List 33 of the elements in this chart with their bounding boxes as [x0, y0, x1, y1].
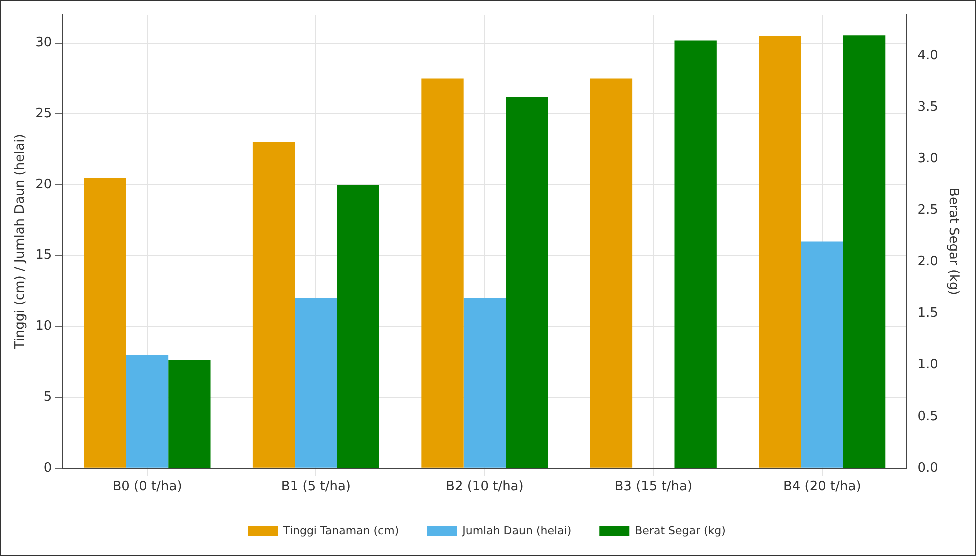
- y2-tick-label: 1.5: [918, 306, 938, 322]
- bar: [674, 40, 717, 468]
- y-tick-label: 20: [36, 177, 52, 192]
- x-tick-label: B1 (5 t/ha): [281, 480, 351, 495]
- y-tick-label: 10: [36, 319, 52, 334]
- y2-tick-label: 4.0: [918, 48, 938, 64]
- bar: [422, 78, 464, 468]
- bar: [590, 78, 633, 468]
- y-tick-label: 25: [36, 106, 52, 122]
- legend-label: Berat Segar (kg): [635, 524, 726, 538]
- bar: [252, 142, 296, 468]
- y-tick-label: 30: [36, 36, 52, 51]
- y-axis-title: Tinggi (cm) / Jumlah Daun (helai): [13, 134, 28, 350]
- bar: [759, 36, 802, 468]
- y2-tick-label: 2.5: [918, 203, 938, 218]
- legend-label: Tinggi Tanaman (cm): [282, 524, 400, 538]
- bar: [84, 178, 126, 468]
- y-tick-label: 15: [36, 248, 52, 264]
- y2-tick-label: 0.0: [918, 460, 938, 476]
- y2-tick-label: 2.0: [918, 254, 938, 270]
- x-tick-label: B2 (10 t/ha): [446, 480, 524, 495]
- y2-tick-label: 3.5: [918, 100, 938, 116]
- y2-axis-title: Berat Segar (kg): [946, 188, 961, 296]
- y-tick-label: 0: [44, 460, 52, 476]
- y2-tick-label: 1.0: [918, 358, 938, 373]
- legend-label: Jumlah Daun (helai): [462, 524, 572, 538]
- y-tick-label: 5: [44, 390, 52, 405]
- bar: [506, 97, 548, 468]
- x-tick-label: B4 (20 t/ha): [783, 480, 862, 495]
- y2-tick-label: 0.5: [918, 409, 938, 424]
- x-tick-label: B3 (15 t/ha): [614, 480, 693, 495]
- x-tick-label: B0 (0 t/ha): [112, 480, 182, 495]
- y2-tick-label: 3.0: [918, 152, 938, 167]
